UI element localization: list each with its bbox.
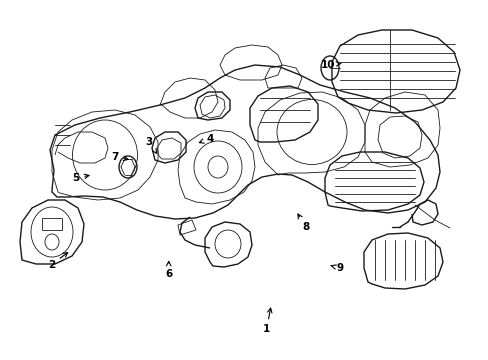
Text: 3: 3 [145, 137, 156, 153]
Text: 10: 10 [320, 60, 340, 70]
Text: 7: 7 [111, 152, 128, 162]
Text: 9: 9 [330, 263, 343, 273]
Text: 5: 5 [72, 173, 89, 183]
Text: 8: 8 [297, 214, 308, 232]
Text: 1: 1 [263, 308, 271, 334]
Text: 2: 2 [48, 253, 67, 270]
Text: 6: 6 [165, 261, 172, 279]
Text: 4: 4 [199, 134, 214, 144]
